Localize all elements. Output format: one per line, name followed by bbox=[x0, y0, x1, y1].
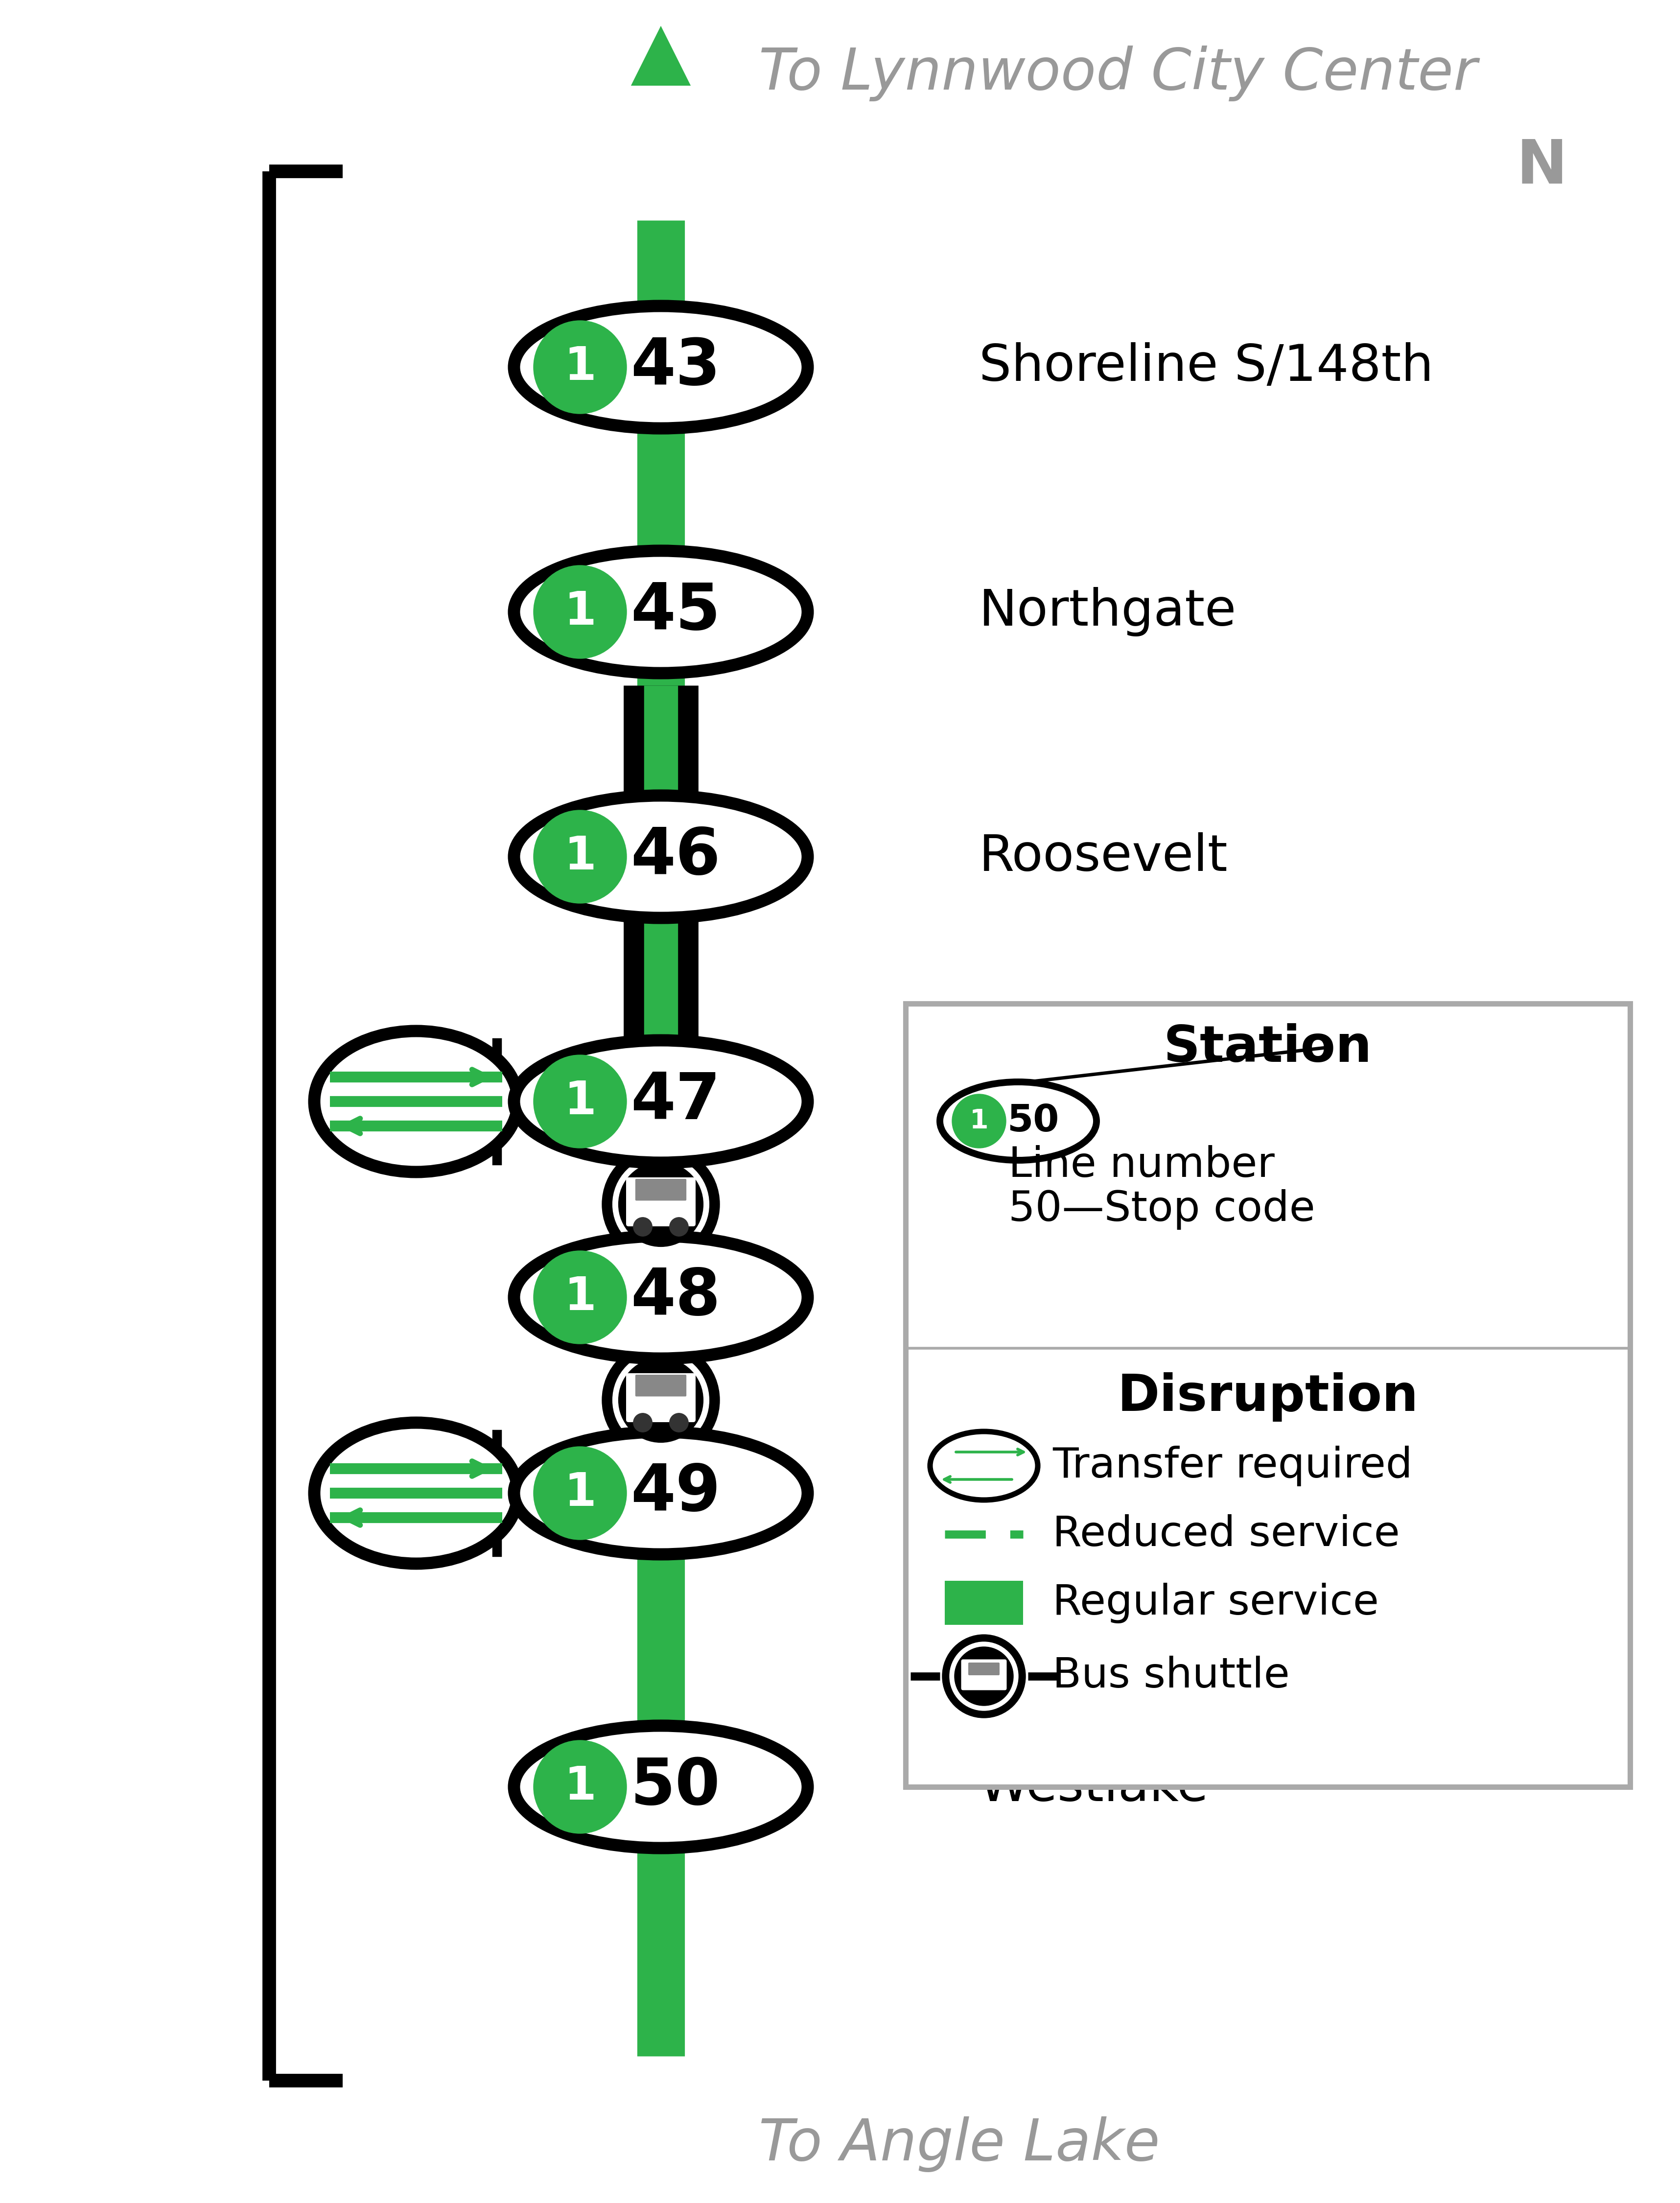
Text: University of
Washington: University of Washington bbox=[979, 1245, 1302, 1350]
Circle shape bbox=[633, 1414, 652, 1432]
Circle shape bbox=[949, 1641, 1018, 1710]
Circle shape bbox=[601, 1146, 719, 1262]
Text: Roosevelt: Roosevelt bbox=[979, 833, 1228, 881]
Text: 47: 47 bbox=[630, 1071, 721, 1132]
Circle shape bbox=[633, 1218, 652, 1236]
FancyBboxPatch shape bbox=[961, 1659, 1006, 1690]
Text: 48: 48 bbox=[630, 1267, 721, 1328]
Ellipse shape bbox=[514, 1725, 808, 1848]
Text: Northgate: Northgate bbox=[979, 588, 1236, 637]
FancyBboxPatch shape bbox=[627, 1176, 696, 1227]
Text: Reduced service: Reduced service bbox=[1052, 1513, 1399, 1555]
Circle shape bbox=[601, 1342, 719, 1458]
Circle shape bbox=[534, 1251, 627, 1344]
Text: 1: 1 bbox=[564, 1079, 596, 1124]
Ellipse shape bbox=[939, 1082, 1097, 1161]
Circle shape bbox=[534, 1740, 627, 1833]
Circle shape bbox=[618, 1161, 704, 1247]
Ellipse shape bbox=[514, 551, 808, 674]
Text: 1: 1 bbox=[564, 590, 596, 634]
Text: 50: 50 bbox=[630, 1756, 721, 1817]
Text: To Lynnwood City Center: To Lynnwood City Center bbox=[759, 46, 1477, 101]
Text: 1: 1 bbox=[564, 835, 596, 879]
Ellipse shape bbox=[514, 306, 808, 427]
Ellipse shape bbox=[314, 1031, 517, 1172]
Ellipse shape bbox=[931, 1432, 1038, 1500]
Text: 1: 1 bbox=[564, 1472, 596, 1516]
Text: Westlake: Westlake bbox=[979, 1762, 1208, 1811]
Text: Capitol Hill: Capitol Hill bbox=[979, 1469, 1295, 1518]
Text: Regular service: Regular service bbox=[1052, 1582, 1379, 1624]
Ellipse shape bbox=[314, 1423, 517, 1564]
Text: 50—Stop code: 50—Stop code bbox=[1008, 1190, 1315, 1229]
Text: 50: 50 bbox=[1006, 1104, 1058, 1139]
Circle shape bbox=[953, 1095, 1006, 1148]
Ellipse shape bbox=[514, 795, 808, 919]
FancyBboxPatch shape bbox=[906, 1005, 1630, 1787]
Text: 46: 46 bbox=[630, 826, 721, 888]
Circle shape bbox=[534, 811, 627, 903]
Ellipse shape bbox=[514, 1040, 808, 1163]
Circle shape bbox=[954, 1648, 1013, 1705]
Text: 1: 1 bbox=[969, 1108, 988, 1135]
Circle shape bbox=[613, 1157, 709, 1254]
Text: 1: 1 bbox=[564, 1765, 596, 1809]
FancyBboxPatch shape bbox=[968, 1663, 1000, 1674]
Text: U District: U District bbox=[979, 1077, 1250, 1126]
Text: 1: 1 bbox=[564, 344, 596, 390]
Text: Transfer required: Transfer required bbox=[1052, 1445, 1413, 1487]
Text: Bus shuttle: Bus shuttle bbox=[1052, 1657, 1290, 1696]
Circle shape bbox=[613, 1353, 709, 1447]
Circle shape bbox=[618, 1357, 704, 1443]
Text: 45: 45 bbox=[630, 582, 721, 643]
Circle shape bbox=[670, 1218, 689, 1236]
Text: Line number: Line number bbox=[1008, 1146, 1275, 1185]
Text: N: N bbox=[1517, 137, 1567, 196]
Text: Disruption: Disruption bbox=[1117, 1372, 1418, 1421]
Text: 43: 43 bbox=[630, 337, 721, 399]
FancyBboxPatch shape bbox=[944, 1582, 1023, 1626]
Circle shape bbox=[942, 1635, 1025, 1718]
Circle shape bbox=[534, 1055, 627, 1148]
Text: 49: 49 bbox=[630, 1463, 721, 1524]
Ellipse shape bbox=[514, 1432, 808, 1555]
Circle shape bbox=[534, 322, 627, 414]
Circle shape bbox=[534, 1447, 627, 1540]
Text: Shoreline S/148th: Shoreline S/148th bbox=[979, 341, 1433, 392]
FancyBboxPatch shape bbox=[627, 1372, 696, 1423]
Text: 1: 1 bbox=[564, 1276, 596, 1320]
FancyBboxPatch shape bbox=[635, 1375, 687, 1397]
Ellipse shape bbox=[514, 1236, 808, 1359]
Circle shape bbox=[534, 566, 627, 659]
FancyBboxPatch shape bbox=[635, 1179, 687, 1201]
Text: Station: Station bbox=[1164, 1022, 1373, 1073]
Circle shape bbox=[670, 1414, 689, 1432]
Text: To Angle Lake: To Angle Lake bbox=[759, 2117, 1159, 2172]
